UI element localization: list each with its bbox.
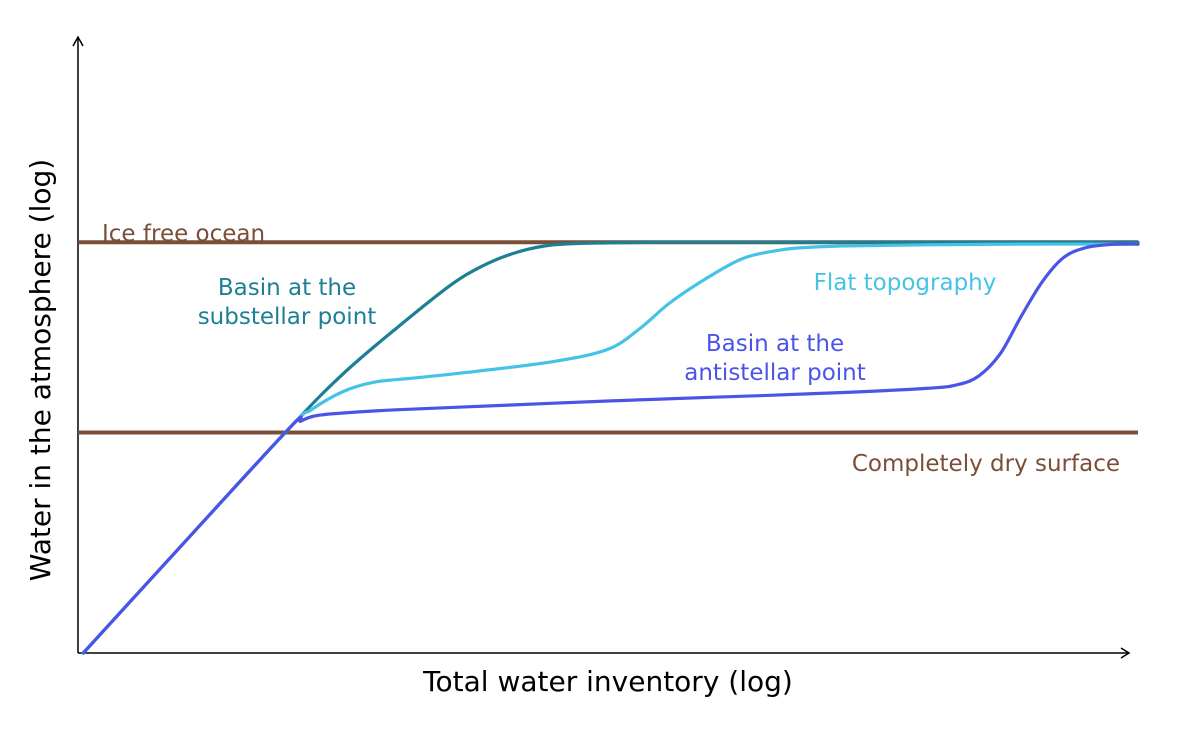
annotation-ice-free-ocean-line-1: Ice free ocean xyxy=(102,221,265,247)
annotation-flat-topography: Flat topography xyxy=(814,270,997,296)
annotation-substellar-basin-line-2: substellar point xyxy=(198,304,377,330)
annotation-antistellar-basin: Basin at the antistellar point xyxy=(684,331,866,386)
y-axis-arrow xyxy=(72,35,84,47)
annotation-antistellar-basin-line-1: Basin at the xyxy=(706,331,844,357)
annotation-completely-dry-surface: Completely dry surface xyxy=(852,451,1120,477)
annotation-substellar-basin-line-1: Basin at the xyxy=(218,275,356,301)
series-line-antistellar xyxy=(81,242,1140,655)
x-axis-arrow xyxy=(1120,647,1131,659)
series-line-flat-topography xyxy=(81,242,1140,655)
annotations-group: Ice free ocean Completely dry surface Basi… xyxy=(102,221,1120,477)
annotation-substellar-basin: Basin at the substellar point xyxy=(198,275,377,330)
annotation-ice-free-ocean: Ice free ocean xyxy=(102,221,265,247)
x-axis-title: Total water inventory (log) xyxy=(422,665,793,698)
series-group xyxy=(81,240,1140,655)
annotation-antistellar-basin-line-2: antistellar point xyxy=(684,360,866,386)
annotation-flat-topography-line-1: Flat topography xyxy=(814,270,997,296)
annotation-completely-dry-surface-line-1: Completely dry surface xyxy=(852,451,1120,477)
y-axis-title: Water in the atmosphere (log) xyxy=(24,159,57,581)
